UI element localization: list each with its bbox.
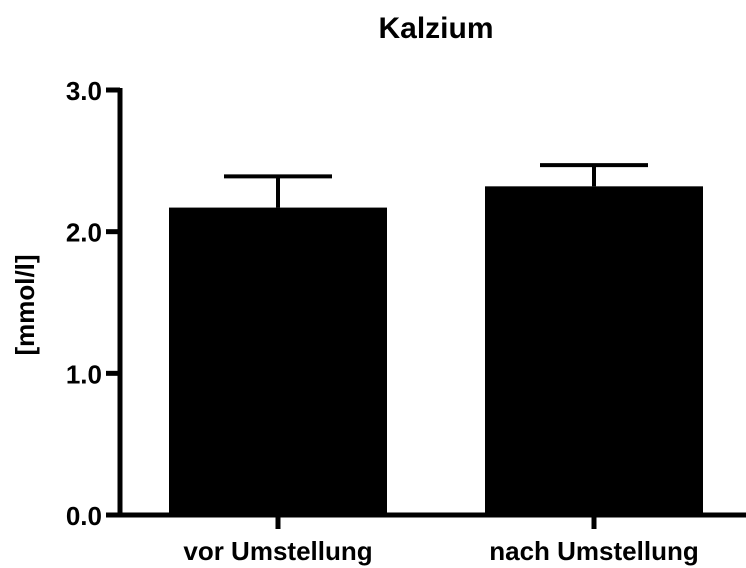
bar-2 [485, 186, 703, 516]
y-tick-label-3: 2.0 [66, 218, 102, 248]
chart-title: Kalzium [378, 12, 493, 45]
x-tick-label-2: nach Umstellung [489, 536, 698, 566]
y-axis-label: [mmol/l] [10, 254, 40, 355]
y-tick-label-4: 3.0 [66, 76, 102, 106]
error-bars-layer [224, 163, 648, 208]
ticks-layer: 0.0 1.0 2.0 3.0 vor Umstellung nach Umstellun… [66, 76, 699, 566]
bar-1 [169, 207, 387, 516]
y-tick-label-1: 0.0 [66, 501, 102, 531]
y-tick-label-2: 1.0 [66, 359, 102, 389]
x-tick-label-1: vor Umstellung [183, 536, 372, 566]
bars-layer [169, 186, 703, 516]
